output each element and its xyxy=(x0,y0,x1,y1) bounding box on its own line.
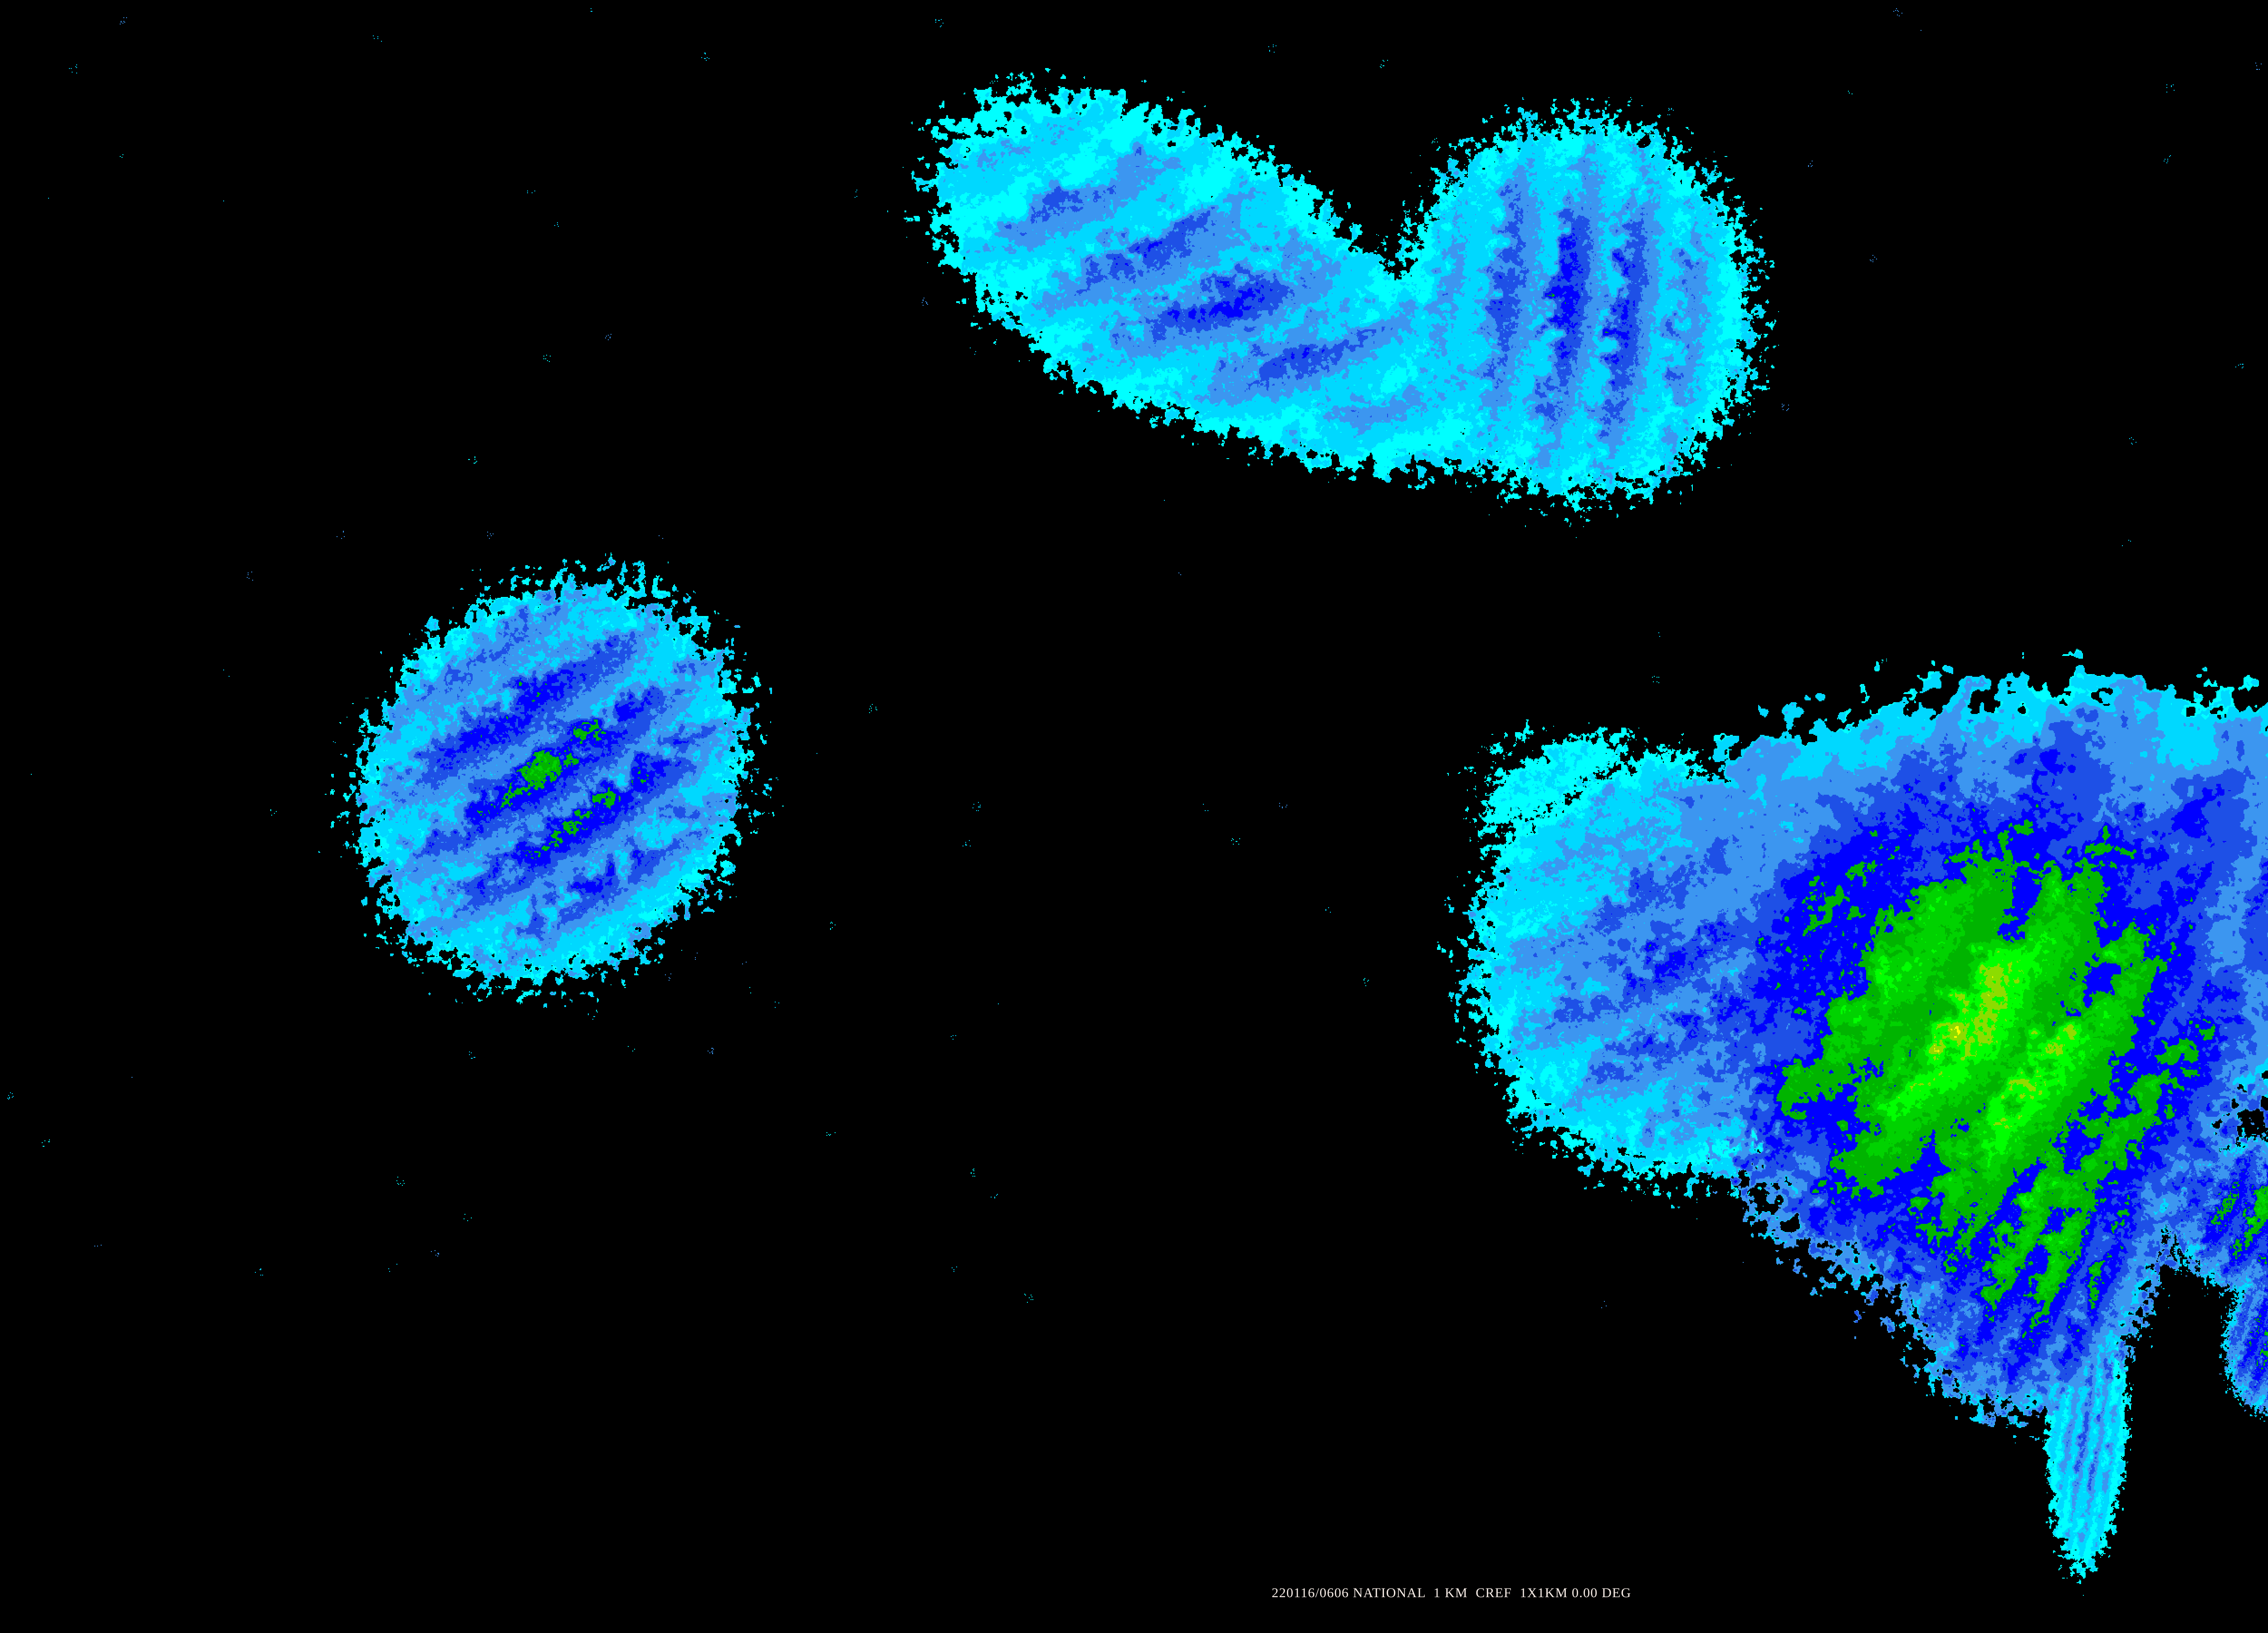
product-caption: 220116/0606 NATIONAL 1 KM CREF 1X1KM 0.0… xyxy=(1271,1585,1632,1600)
